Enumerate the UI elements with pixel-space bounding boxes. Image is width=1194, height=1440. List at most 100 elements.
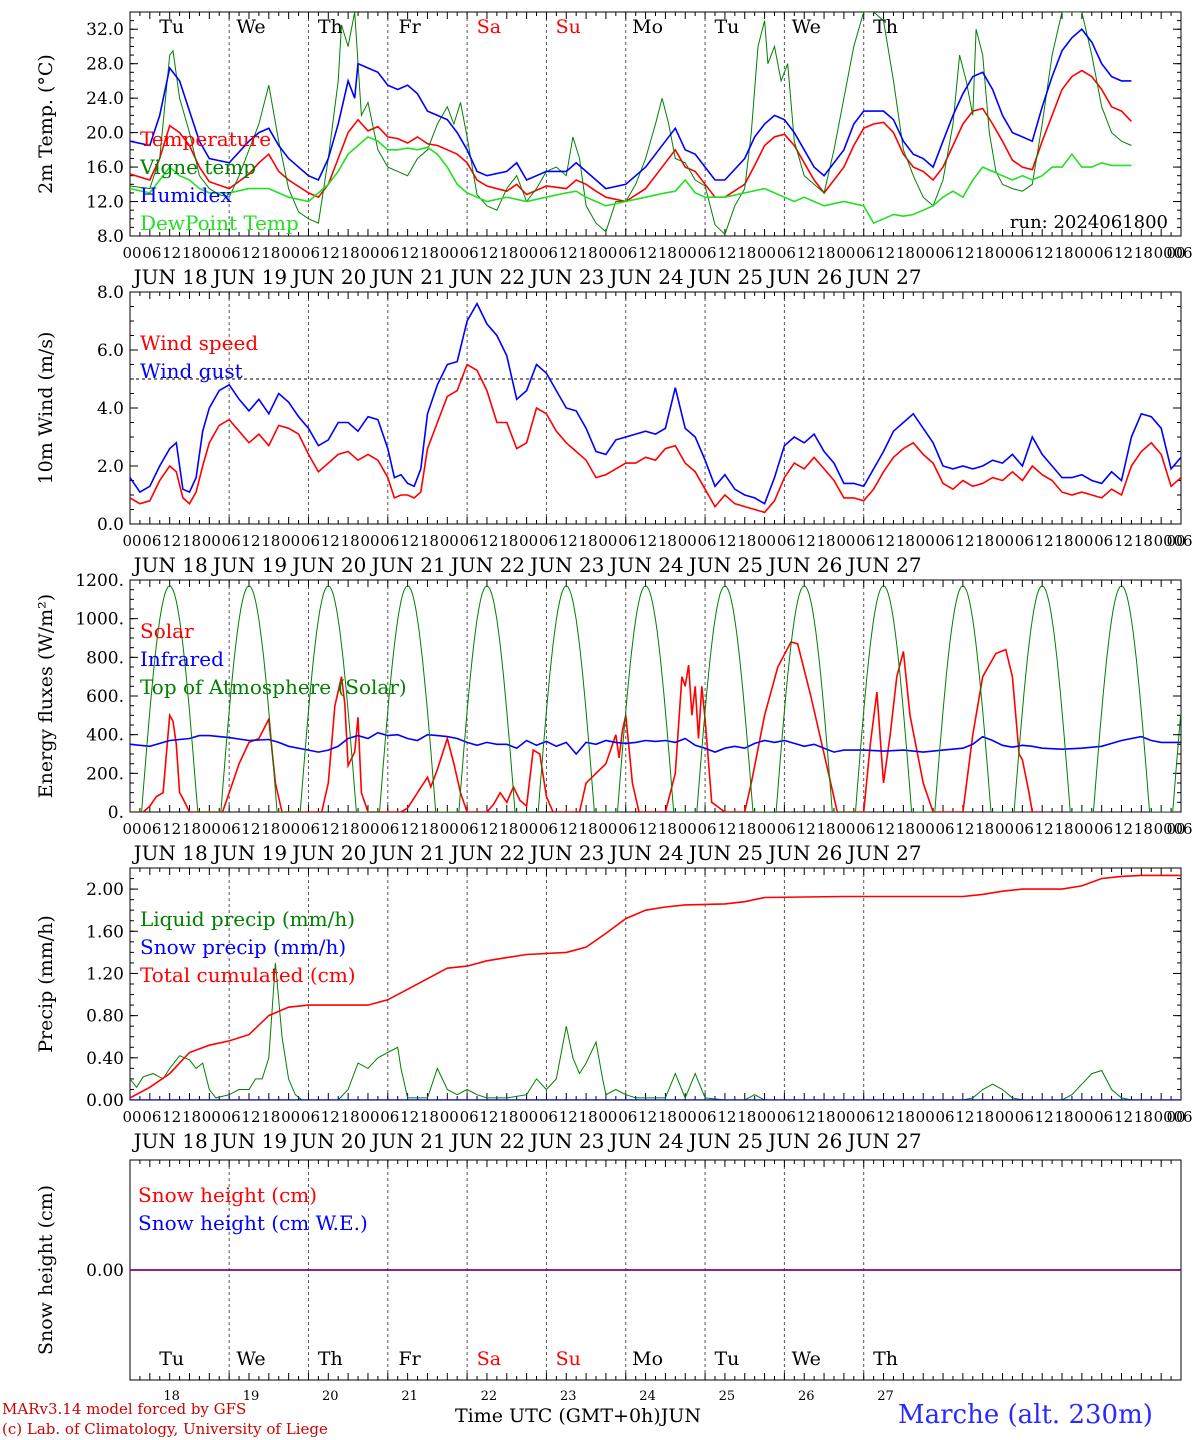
weekday-label: Tu — [159, 1348, 184, 1370]
legend-entry: Liquid precip (mm/h) — [140, 907, 355, 931]
x-hour-label: 18 — [817, 244, 836, 262]
y-tick-label: 28.0 — [86, 55, 124, 75]
x-hour-label: 06 — [698, 244, 717, 262]
x-hour-label: 00 — [757, 1108, 776, 1126]
x-hour-label: 18 — [341, 1108, 360, 1126]
y-tick-label: 1200. — [75, 571, 124, 591]
x-hour-label: 12 — [321, 820, 340, 838]
x-hour-label: 00 — [678, 244, 697, 262]
x-hour-label: 12 — [479, 1108, 498, 1126]
y-tick-label: 2.00 — [86, 880, 124, 900]
series-line — [130, 363, 1181, 514]
legend-entry: Humidex — [140, 183, 232, 207]
x-date-label: JUN 26 — [766, 1129, 842, 1153]
x-hour-label: 12 — [717, 820, 736, 838]
x-hour-label: 12 — [559, 532, 578, 550]
x-hour-label: 06 — [777, 1108, 796, 1126]
x-hour-label: 12 — [717, 532, 736, 550]
x-hour-label: 06 — [618, 1108, 637, 1126]
x-hour-label: 06 — [222, 244, 241, 262]
x-date-label: JUN 21 — [370, 841, 446, 865]
x-hour-label: 00 — [1154, 1108, 1173, 1126]
x-hour-label: 00 — [519, 820, 538, 838]
x-hour-label: 18 — [1054, 532, 1073, 550]
x-hour-label: 06 — [222, 1108, 241, 1126]
y-tick-label: 8.0 — [97, 227, 124, 247]
x-date-label: JUN 24 — [607, 841, 683, 865]
x-hour-label: 18 — [499, 820, 518, 838]
x-hour-label: 12 — [559, 1108, 578, 1126]
x-date-label: JUN 23 — [528, 841, 604, 865]
x-hour-label: 06 — [618, 820, 637, 838]
x-hour-label: 00 — [440, 1108, 459, 1126]
x-hour-label: 00 — [440, 532, 459, 550]
x-date-label: JUN 20 — [290, 265, 366, 289]
x-date-label: JUN 27 — [845, 841, 921, 865]
x-hour-label: 12 — [479, 820, 498, 838]
x-hour-label: 06 — [460, 532, 479, 550]
x-date-label: JUN 25 — [687, 265, 763, 289]
weekday-label: Th — [318, 16, 343, 38]
x-hour-label: 18 — [261, 532, 280, 550]
y-tick-label: 0.40 — [86, 1049, 124, 1069]
x-hour-label: 12 — [1114, 244, 1133, 262]
x-hour-label: 06 — [1015, 244, 1034, 262]
x-date-label: JUN 20 — [290, 553, 366, 577]
series-line — [130, 301, 1181, 505]
y-tick-label: 32.0 — [86, 20, 124, 40]
run-annotation: run: 2024061800 — [1010, 212, 1168, 233]
x-hour-label: 06 — [142, 820, 161, 838]
weekday-label: Th — [873, 16, 898, 38]
x-hour-label: 18 — [1054, 244, 1073, 262]
x-hour-label: 06 — [777, 820, 796, 838]
x-hour-label: 06 — [1094, 1108, 1113, 1126]
x-date-label: JUN 27 — [845, 265, 921, 289]
x-hour-label: 00 — [916, 820, 935, 838]
x-hour-label: 00 — [440, 244, 459, 262]
x-hour-label: 00 — [360, 1108, 379, 1126]
x-hour-label: 12 — [955, 1108, 974, 1126]
day-number-label: 20 — [322, 1389, 339, 1404]
x-hour-label: 18 — [579, 244, 598, 262]
weekday-label: Th — [318, 1348, 343, 1370]
x-hour-label: 06 — [1094, 820, 1113, 838]
x-hour-label: 06 — [380, 532, 399, 550]
legend-entry: Wind speed — [140, 331, 258, 355]
day-number-label: 24 — [639, 1389, 656, 1404]
x-hour-label: 18 — [975, 820, 994, 838]
x-hour-label: 06 — [1094, 532, 1113, 550]
x-date-label: JUN 22 — [449, 265, 525, 289]
x-date-label: JUN 19 — [211, 553, 287, 577]
x-hour-label: 00 — [836, 1108, 855, 1126]
x-date-label: JUN 18 — [132, 841, 208, 865]
x-date-label: JUN 26 — [766, 553, 842, 577]
x-hour-label: 00 — [836, 532, 855, 550]
x-hour-label: 12 — [797, 244, 816, 262]
weekday-label: Sa — [477, 1348, 501, 1370]
x-hour-label: 12 — [955, 532, 974, 550]
x-hour-label: 12 — [797, 820, 816, 838]
x-hour-label: 00 — [1074, 1108, 1093, 1126]
x-hour-label: 00 — [519, 1108, 538, 1126]
x-hour-label: 18 — [658, 1108, 677, 1126]
x-hour-label: 00 — [360, 820, 379, 838]
x-hour-label: 18 — [817, 820, 836, 838]
x-hour-label: 12 — [321, 1108, 340, 1126]
lab-credit: (c) Lab. of Climatology, University of L… — [2, 1420, 328, 1438]
x-hour-label: 18 — [896, 820, 915, 838]
y-tick-label: 0.80 — [86, 1007, 124, 1027]
x-hour-label: 06 — [777, 244, 796, 262]
y-tick-label: 400. — [86, 726, 124, 746]
x-date-label: JUN 19 — [211, 1129, 287, 1153]
x-hour-label: 12 — [559, 244, 578, 262]
x-hour-label: 00 — [202, 244, 221, 262]
x-hour-label: 18 — [1134, 244, 1153, 262]
y-tick-label: 0. — [108, 803, 124, 823]
x-hour-label: 06 — [856, 820, 875, 838]
x-hour-label: 06 — [539, 244, 558, 262]
x-hour-label: 12 — [797, 1108, 816, 1126]
series-line — [130, 135, 1132, 225]
x-hour-label: 12 — [717, 244, 736, 262]
legend-entry: Solar — [140, 619, 194, 643]
day-number-label: 22 — [481, 1389, 498, 1404]
